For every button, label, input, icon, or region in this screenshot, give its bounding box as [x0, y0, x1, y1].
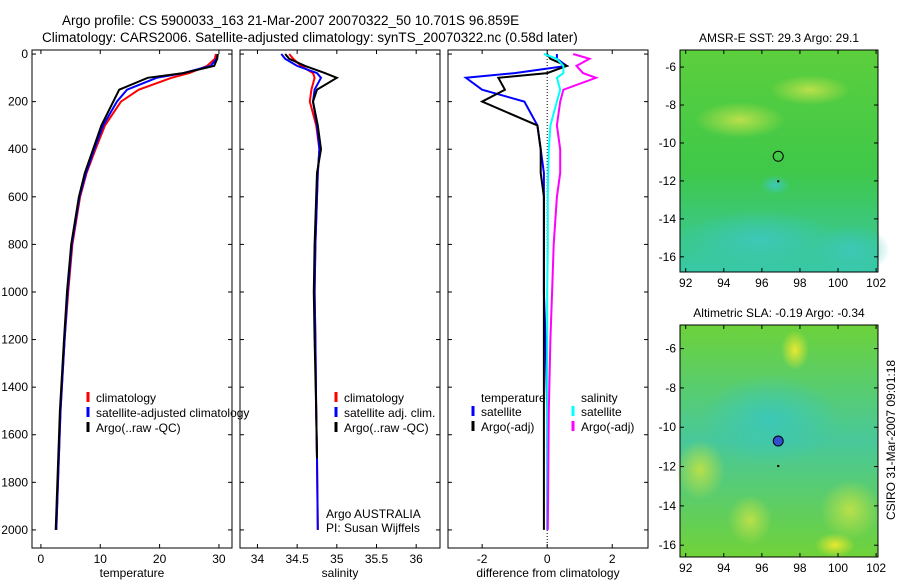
- series-line-argo-raw-qc-: [54, 53, 219, 530]
- y-tick-label: 400: [8, 142, 28, 156]
- temperature-xlabel: temperature: [100, 566, 165, 580]
- legend-entry: satellite: [481, 405, 522, 419]
- x-tick-label: 20: [153, 552, 167, 566]
- legend-entry: Argo(..raw -QC): [96, 421, 181, 435]
- y-tick-label: 1400: [1, 380, 28, 394]
- difference-xlabel: difference from climatology: [476, 566, 619, 580]
- legend-title-salinity: salinity: [581, 391, 618, 405]
- y-tick-label: 1000: [1, 285, 28, 299]
- y-tick-label: 1600: [1, 428, 28, 442]
- x-tick-label: 10: [94, 552, 108, 566]
- legend-entry: satellite-adjusted climatology: [96, 406, 249, 420]
- y-tick-label: -10: [659, 136, 677, 150]
- x-tick-label: 35.5: [365, 552, 389, 566]
- argo-track-point: [777, 464, 780, 468]
- y-tick-label: -16: [659, 538, 677, 552]
- series-line-salinity-satellite: [543, 53, 565, 530]
- x-tick-label: 0: [38, 552, 45, 566]
- legend-entry: satellite adj. clim.: [344, 406, 435, 420]
- x-tick-label: 34.5: [285, 552, 309, 566]
- sst-map-frame: [679, 49, 879, 273]
- series-line-satellite-adj-clim-: [280, 53, 323, 530]
- x-tick-label: 2: [609, 552, 616, 566]
- x-tick-label: 98: [793, 561, 807, 575]
- figure-title-line1: Argo profile: CS 5900033_163 21-Mar-2007…: [62, 13, 520, 28]
- legend-title-temperature: temperature: [481, 391, 546, 405]
- y-tick-label: 2000: [1, 523, 28, 537]
- x-tick-label: 100: [828, 561, 848, 575]
- legend-entry: satellite: [581, 405, 622, 419]
- x-tick-label: 36: [410, 552, 424, 566]
- y-tick-label: -10: [659, 420, 677, 434]
- difference-legend: temperature salinitysatelliteArgo(-adj)sa…: [471, 391, 634, 434]
- sla-map-axes: 92 94 96 98 100 102 -6 -8 -10 -12 -14 -16 Altimetric…: [659, 306, 887, 575]
- x-tick-label: 96: [755, 561, 769, 575]
- x-tick-label: 30: [212, 552, 226, 566]
- x-tick-label: 0: [544, 552, 551, 566]
- y-tick-label: 200: [8, 95, 28, 109]
- series-line-salinity-argo-adj-: [546, 53, 599, 530]
- salinity-frame: [239, 49, 441, 549]
- y-tick-label: -14: [659, 499, 677, 513]
- x-tick-label: 94: [717, 561, 731, 575]
- pi-annotation: PI: Susan Wijffels: [326, 521, 420, 535]
- series-line-satellite-adjusted-climatology: [55, 53, 219, 530]
- difference-frame: [447, 49, 649, 549]
- series-line-climatology: [55, 53, 217, 530]
- y-tick-label: 1800: [1, 475, 28, 489]
- x-tick-label: 100: [828, 276, 848, 290]
- series-line-argo-raw-qc-: [284, 53, 340, 459]
- legend-entry: climatology: [96, 391, 156, 405]
- y-tick-label: -8: [665, 98, 676, 112]
- sla-map-frame: [679, 324, 879, 558]
- x-tick-label: -2: [477, 552, 488, 566]
- x-tick-label: 92: [679, 276, 693, 290]
- x-tick-label: 94: [717, 276, 731, 290]
- pi-annotation: Argo AUSTRALIA: [326, 507, 421, 521]
- y-tick-label: 0: [21, 47, 28, 61]
- y-tick-label: -16: [659, 250, 677, 264]
- y-tick-label: 1200: [1, 333, 28, 347]
- x-tick-label: 96: [755, 276, 769, 290]
- sst-map-axes: 92 94 96 98 100 102 -6 -8 -10 -12 -14 -16 AMSR-E SST…: [659, 31, 887, 290]
- sla-map-title: Altimetric SLA: -0.19 Argo: -0.34: [693, 306, 865, 320]
- y-tick-label: -6: [665, 60, 676, 74]
- x-tick-label: 102: [866, 276, 886, 290]
- legend-entry: Argo(-adj): [481, 420, 534, 434]
- salinity-axes: 34 34.5 35 35.5 36 salinity climatologysatelli…: [239, 49, 441, 580]
- x-tick-label: 92: [679, 561, 693, 575]
- sst-map-title: AMSR-E SST: 29.3 Argo: 29.1: [699, 31, 859, 45]
- y-tick-label: 800: [8, 237, 28, 251]
- argo-track-point: [777, 180, 780, 183]
- x-tick-label: 34: [251, 552, 265, 566]
- y-tick-label: -12: [659, 174, 677, 188]
- argo-location-marker: [772, 435, 784, 447]
- figure-title-line2: Climatology: CARS2006. Satellite-adjuste…: [42, 30, 578, 45]
- legend-entry: climatology: [344, 391, 404, 405]
- salinity-xlabel: salinity: [322, 566, 359, 580]
- y-tick-label: -12: [659, 460, 677, 474]
- legend-entry: Argo(-adj): [581, 420, 634, 434]
- y-tick-label: -8: [665, 381, 676, 395]
- series-line-temperature-argo-adj-: [479, 53, 570, 530]
- x-tick-label: 98: [793, 276, 807, 290]
- y-tick-label: -14: [659, 212, 677, 226]
- x-tick-label: 35: [330, 552, 344, 566]
- temperature-frame: [31, 49, 233, 549]
- argo-location-marker: [772, 150, 784, 162]
- sst-map: [680, 50, 890, 275]
- legend-entry: Argo(..raw -QC): [344, 421, 429, 435]
- y-tick-label: -6: [665, 342, 676, 356]
- x-tick-label: 102: [866, 561, 886, 575]
- temperature-axes: 0 10 20 30 0 200 400 600 800 1000 1200 1400 1600 1800…: [1, 47, 249, 580]
- y-tick-label: 600: [8, 190, 28, 204]
